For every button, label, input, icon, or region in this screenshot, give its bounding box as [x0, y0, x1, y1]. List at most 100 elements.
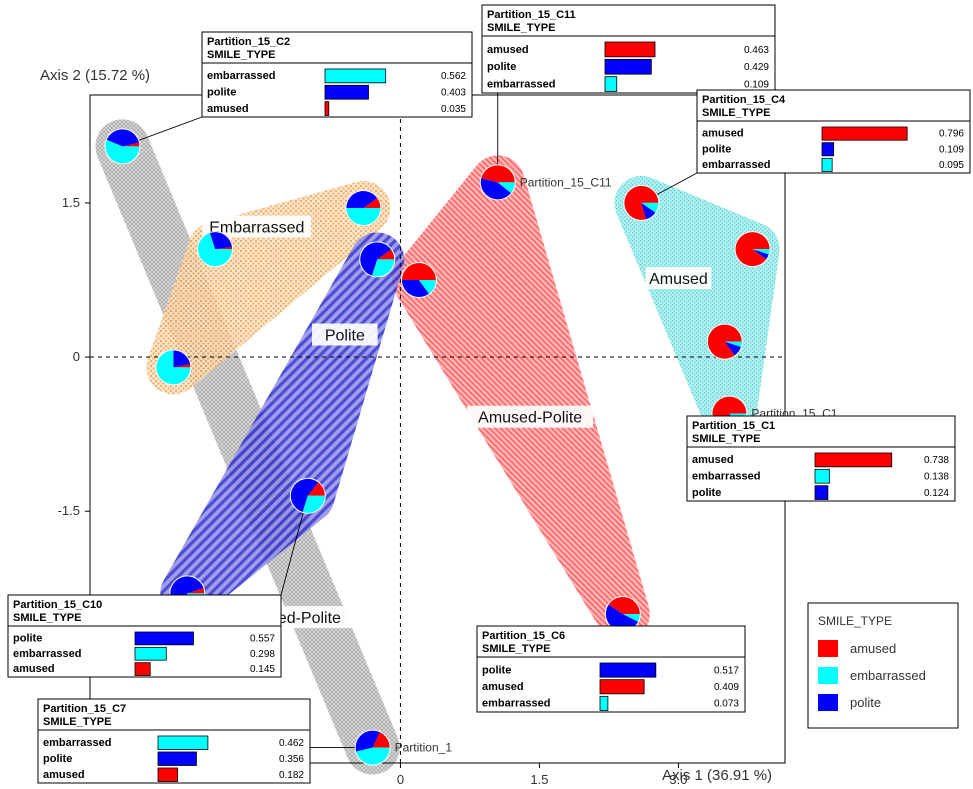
- pie-slice-polite: [641, 202, 656, 220]
- info-box-bar-amused: [604, 41, 656, 58]
- pie-partition-15-c9: [345, 190, 382, 227]
- pie-partition-15-c6: [604, 595, 641, 632]
- info-box-bar-polite: [814, 485, 829, 500]
- info-box-value: 0.182: [279, 770, 304, 781]
- info-box-subtitle: SMILE_TYPE: [692, 433, 760, 445]
- info-box-value: 0.073: [714, 699, 739, 710]
- info-box-value: 0.796: [939, 129, 964, 140]
- x-tick-label: 1.5: [530, 772, 548, 787]
- info-box-title: Partition_15_C11: [487, 9, 576, 21]
- info-box-title: Partition_15_C1: [692, 420, 775, 432]
- pie-partition-15-c14: [359, 241, 396, 278]
- info-box-category: embarrassed: [207, 70, 276, 82]
- info-box-value: 0.035: [441, 104, 466, 115]
- pie-slice-amused: [624, 185, 659, 220]
- pie-slice-amused: [401, 262, 436, 280]
- pie-partition-15-c13: [706, 323, 743, 360]
- info-box-bar-amused: [599, 679, 645, 695]
- pie-slice-embarrassed: [356, 747, 390, 765]
- info-box-bar-polite: [604, 58, 652, 75]
- pie-slice-polite: [605, 604, 639, 631]
- info-box-bar-embarrassed: [324, 68, 387, 84]
- pie-slice-embarrassed: [497, 182, 515, 194]
- pie-slice-embarrassed: [641, 202, 659, 213]
- info-box-category: amused: [207, 103, 249, 115]
- info-box-bar-polite: [324, 84, 369, 100]
- info-box-category: amused: [702, 128, 744, 140]
- info-box-value: 0.517: [714, 665, 739, 676]
- pie-slice-embarrassed: [302, 495, 325, 513]
- info-box-bar-embarrassed: [604, 76, 618, 92]
- cluster-label-bg-amused-polite: [467, 405, 594, 428]
- info-box-bar-polite: [134, 631, 194, 646]
- pie-slice-amused: [481, 165, 515, 183]
- info-box-title: Partition_15_C10: [13, 599, 102, 611]
- info-box-value: 0.463: [744, 45, 769, 56]
- info-box-value: 0.462: [279, 738, 304, 749]
- info-box-bar-embarrassed: [821, 157, 833, 172]
- legend-swatch-embarrassed: [818, 667, 838, 684]
- point-label: Partition_1: [395, 741, 453, 755]
- pie-slice-polite: [106, 129, 140, 147]
- info-box-subtitle: SMILE_TYPE: [487, 22, 555, 34]
- info-box-bar-amused: [134, 662, 151, 676]
- cluster-label-bg-embarrassed: [202, 215, 312, 238]
- info-box-bar-embarrassed: [157, 735, 209, 750]
- info-box-subtitle: SMILE_TYPE: [43, 716, 111, 728]
- info-box-bar-embarrassed: [814, 468, 830, 484]
- pie-slice-polite: [355, 730, 380, 752]
- pie-slice-polite: [173, 350, 191, 368]
- info-box-bar-amused: [157, 767, 179, 782]
- pie-slice-embarrassed: [346, 208, 381, 226]
- pie-partition-15-c8: [155, 349, 192, 386]
- cluster-label-polite: Polite: [325, 328, 365, 345]
- info-box-value: 0.557: [250, 633, 275, 644]
- info-box-category: embarrassed: [692, 470, 761, 482]
- pie-partition-15-c7: Partition_1: [354, 729, 453, 766]
- info-box-title: Partition_15_C2: [207, 36, 290, 48]
- info-box-value: 0.403: [441, 87, 466, 98]
- info-box-value: 0.356: [279, 754, 304, 765]
- pie-slice-amused: [377, 249, 395, 260]
- pie-partition-15-c11: Partition_15_C11: [479, 164, 612, 201]
- pie-slice-polite: [346, 191, 378, 209]
- info-box-value: 0.109: [939, 144, 964, 155]
- pie-partition-15-c2: [104, 128, 141, 165]
- info-box-value: 0.109: [744, 79, 769, 90]
- pie-slice-polite: [360, 242, 392, 276]
- cluster-label-amused-polite: Amused-Polite: [478, 410, 582, 427]
- info-box-bar-amused: [324, 101, 330, 116]
- info-box-category: embarrassed: [702, 159, 771, 171]
- cluster-label-bg-amused: [645, 266, 712, 289]
- point-label: Partition_15_C11: [520, 175, 612, 189]
- legend-title: SMILE_TYPE: [818, 614, 892, 628]
- pie-slice-amused: [608, 596, 640, 614]
- x-tick-label: 3.0: [669, 772, 687, 787]
- legend-items: amused embarrassed polite: [818, 640, 926, 711]
- info-box-subtitle: SMILE_TYPE: [482, 643, 550, 655]
- info-box-bar-amused: [814, 452, 893, 468]
- legend: SMILE_TYPE amused embarrassed polite: [807, 602, 959, 729]
- pie-slice-polite: [752, 249, 769, 260]
- info-box-category: polite: [13, 632, 42, 644]
- y-tick-label: -1.5: [58, 503, 80, 518]
- info-box-value: 0.409: [714, 682, 739, 693]
- info-box-category: amused: [13, 663, 55, 675]
- info-box-bar-embarrassed: [599, 695, 609, 711]
- info-box-category: amused: [487, 44, 529, 56]
- pie-slice-amused: [187, 588, 205, 594]
- pie-slice-amused: [307, 482, 325, 496]
- pie-slice-polite: [724, 341, 741, 356]
- pie-slice-amused: [735, 232, 770, 267]
- pie-slice-embarrassed: [622, 613, 640, 622]
- pie-slice-embarrassed: [372, 259, 395, 277]
- pie-slice-embarrassed: [105, 139, 140, 164]
- info-box-category: polite: [482, 664, 511, 676]
- pie-partition-15-c10: [289, 477, 326, 514]
- info-box-title: Partition_15_C7: [43, 703, 126, 715]
- y-tick-label: 0: [73, 349, 80, 364]
